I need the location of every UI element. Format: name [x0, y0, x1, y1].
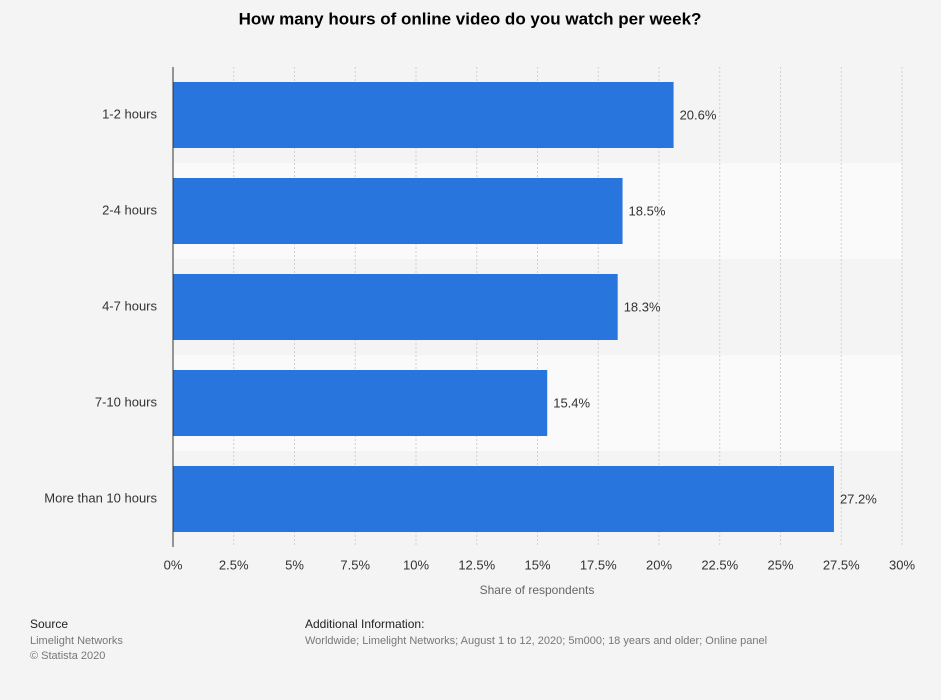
value-label: 15.4% [553, 395, 590, 410]
value-label: 18.3% [624, 299, 661, 314]
x-tick-label: 27.5% [823, 557, 860, 572]
x-tick-label: 12.5% [458, 557, 495, 572]
y-tick-label: 2-4 hours [102, 202, 157, 217]
source-title: Source [30, 617, 68, 631]
y-tick-label: 1-2 hours [102, 106, 157, 121]
info-title: Additional Information: [305, 617, 424, 631]
value-label: 27.2% [840, 491, 877, 506]
source-line: © Statista 2020 [30, 650, 105, 662]
bar [173, 178, 623, 244]
x-tick-label: 17.5% [580, 557, 617, 572]
source-line: Limelight Networks [30, 635, 123, 647]
x-tick-label: 7.5% [340, 557, 370, 572]
x-tick-label: 10% [403, 557, 429, 572]
bar [173, 82, 674, 148]
value-label: 18.5% [629, 203, 666, 218]
x-axis-label: Share of respondents [480, 583, 595, 597]
x-tick-label: 2.5% [219, 557, 249, 572]
info-text: Worldwide; Limelight Networks; August 1 … [305, 635, 767, 647]
bar [173, 466, 834, 532]
y-tick-label: 4-7 hours [102, 298, 157, 313]
bar [173, 274, 618, 340]
x-tick-label: 22.5% [701, 557, 738, 572]
y-tick-label: 7-10 hours [95, 394, 158, 409]
x-tick-label: 20% [646, 557, 672, 572]
value-label: 20.6% [680, 107, 717, 122]
x-tick-label: 0% [164, 557, 183, 572]
y-tick-label: More than 10 hours [44, 490, 157, 505]
x-tick-label: 30% [889, 557, 915, 572]
x-tick-label: 25% [767, 557, 793, 572]
x-tick-label: 15% [524, 557, 550, 572]
chart-title: How many hours of online video do you wa… [239, 9, 702, 28]
x-tick-label: 5% [285, 557, 304, 572]
bar [173, 370, 548, 436]
